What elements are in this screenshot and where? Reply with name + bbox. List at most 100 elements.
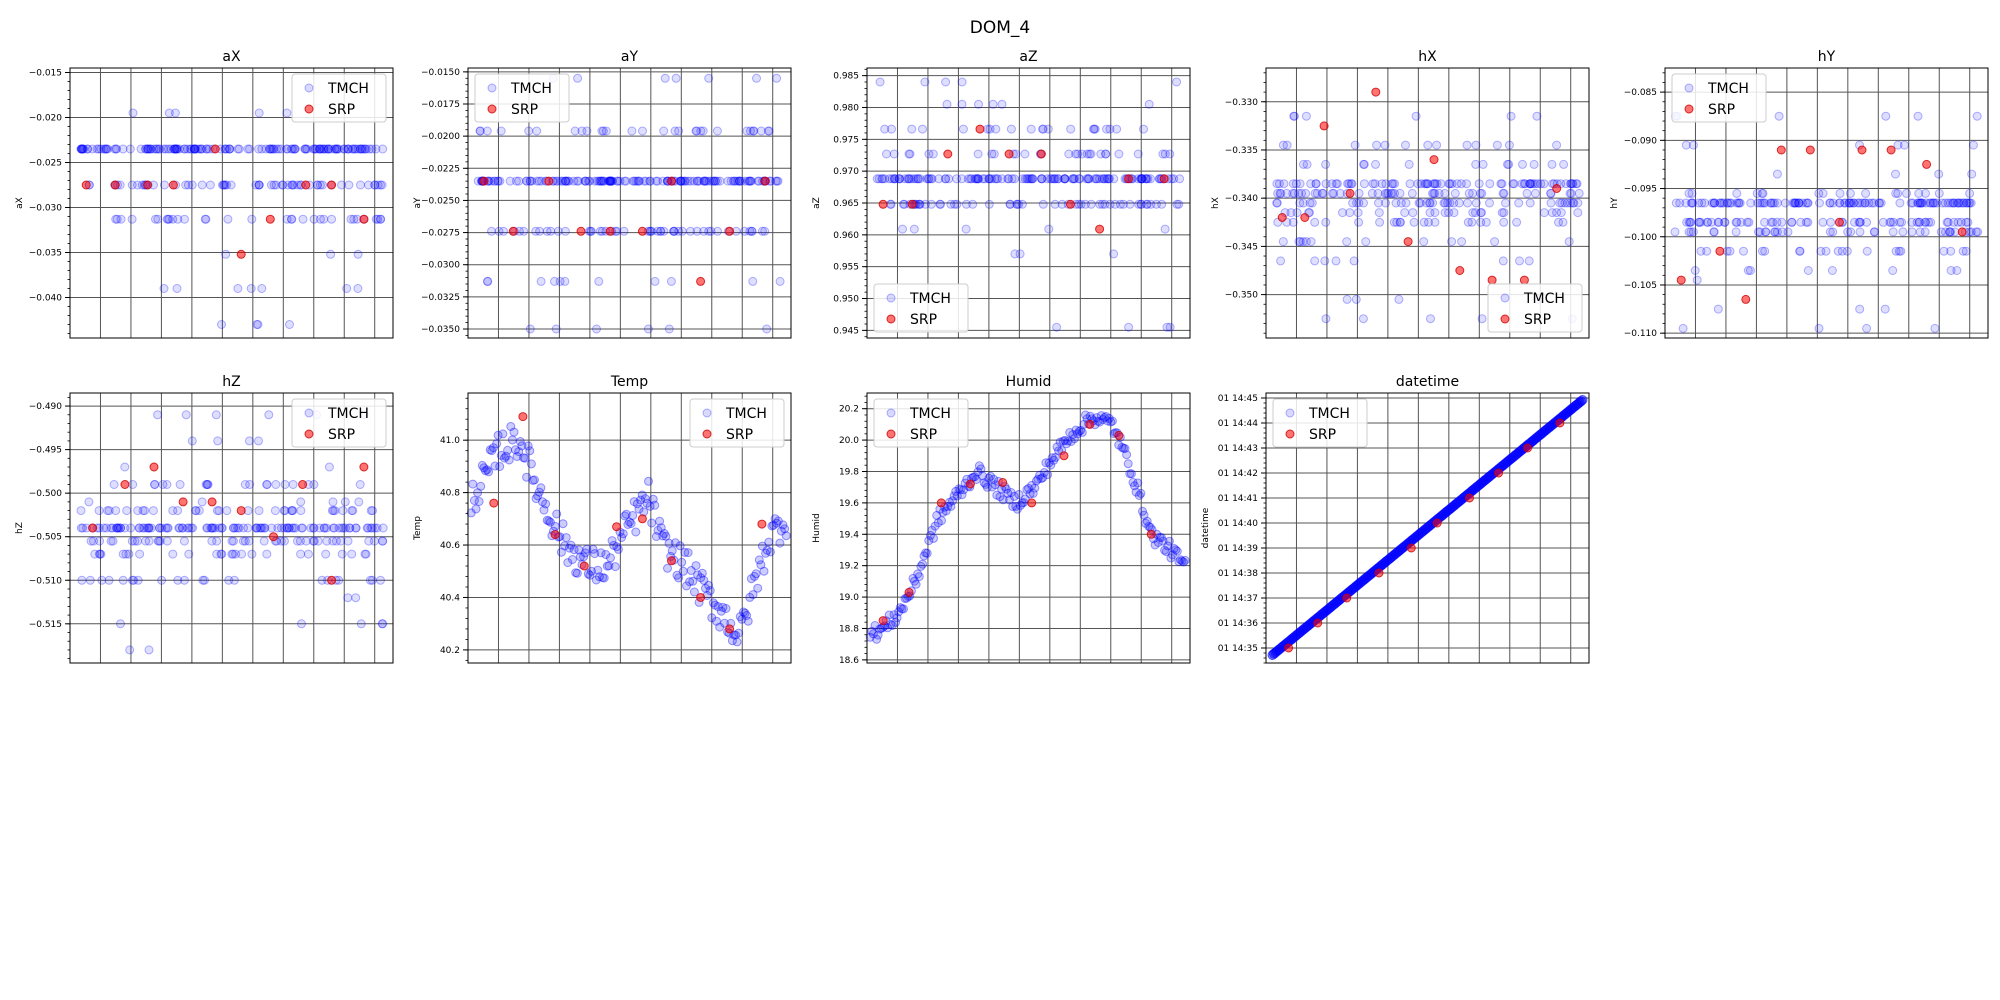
tmch-point: [530, 475, 539, 485]
tmch-point: [736, 176, 746, 186]
tmch-point: [159, 284, 169, 293]
tmch-point: [92, 144, 102, 154]
tmch-point: [272, 144, 281, 154]
tmch-point: [1086, 149, 1096, 159]
tmch-point: [351, 144, 361, 154]
tmch-point: [525, 176, 535, 186]
tmch-point: [561, 176, 571, 186]
legend-label-srp: SRP: [328, 102, 355, 118]
tmch-point: [251, 180, 261, 190]
tmch-point: [244, 536, 254, 546]
y-tick-label: 18.6: [839, 656, 859, 666]
y-tick-label: −0.490: [29, 402, 63, 412]
tmch-point: [257, 284, 267, 293]
tmch-point: [692, 176, 702, 186]
tmch-point: [1351, 294, 1361, 304]
tmch-point: [282, 144, 292, 154]
tmch-point: [1803, 266, 1813, 275]
tmch-point: [1306, 179, 1316, 189]
tmch-point: [1172, 77, 1182, 87]
tmch-point: [496, 126, 506, 136]
tmch-point: [1547, 208, 1557, 218]
tmch-point: [183, 180, 193, 190]
tmch-point: [84, 497, 94, 507]
srp-point: [1284, 643, 1294, 653]
srp-point: [637, 514, 647, 524]
tmch-point: [1026, 124, 1036, 134]
tmch-point: [1282, 140, 1292, 150]
tmch-point: [337, 523, 347, 533]
tmch-point: [1037, 174, 1047, 184]
tmch-point: [747, 226, 757, 236]
tmch-point: [1675, 198, 1685, 208]
tmch-point: [1850, 217, 1859, 227]
tmch-point: [705, 586, 715, 596]
tmch-point: [1862, 246, 1872, 256]
y-axis-label: hY: [1610, 197, 1620, 209]
tmch-point: [1278, 237, 1288, 247]
tmch-point: [170, 144, 180, 154]
tmch-point: [163, 214, 173, 224]
y-tick-label: −0.345: [1225, 242, 1258, 252]
tmch-point: [1546, 198, 1556, 208]
tmch-point: [659, 226, 669, 236]
tmch-point: [201, 214, 211, 224]
tmch-point: [889, 149, 899, 159]
srp-point: [1676, 275, 1686, 285]
tmch-point: [1939, 246, 1949, 256]
tmch-point: [764, 126, 774, 136]
tmch-point: [314, 144, 324, 154]
tmch-point: [984, 199, 994, 209]
tmch-point: [702, 176, 711, 186]
tmch-point: [288, 144, 298, 154]
tmch-point: [504, 455, 514, 465]
tmch-point: [627, 126, 637, 136]
tmch-point: [645, 176, 655, 186]
tmch-point: [723, 176, 733, 186]
tmch-point: [475, 126, 485, 136]
tmch-point: [742, 126, 752, 136]
tmch-point: [613, 176, 623, 186]
tmch-point: [658, 176, 668, 186]
tmch-point: [1354, 188, 1364, 198]
tmch-point: [759, 566, 769, 576]
legend-marker-srp: [702, 429, 712, 439]
tmch-point: [734, 176, 744, 186]
legend-label-tmch: TMCH: [327, 81, 369, 97]
tmch-point: [264, 410, 274, 420]
tmch-point: [1349, 256, 1359, 266]
tmch-point: [1557, 198, 1567, 208]
tmch-point: [282, 144, 292, 154]
series-srp: [81, 144, 369, 259]
tmch-point: [678, 176, 688, 186]
tmch-point: [1004, 174, 1014, 184]
tmch-point: [96, 144, 106, 154]
tmch-point: [680, 176, 690, 186]
tmch-point: [229, 575, 239, 585]
tmch-point: [906, 174, 916, 184]
tmch-point: [289, 144, 299, 154]
tmch-point: [471, 504, 481, 514]
y-tick-label: 19.0: [839, 593, 859, 603]
tmch-point: [1777, 217, 1787, 227]
tmch-point: [288, 480, 298, 489]
tmch-point: [922, 548, 932, 558]
srp-point: [637, 226, 647, 236]
tmch-point: [1123, 459, 1133, 469]
tmch-point: [1498, 188, 1508, 198]
tmch-point: [561, 176, 571, 186]
tmch-point: [99, 144, 109, 154]
tmch-point: [1552, 140, 1562, 150]
y-tick-label: 20.2: [839, 405, 859, 415]
y-tick-label: −0.095: [1624, 185, 1657, 195]
tmch-point: [296, 506, 306, 516]
tmch-point: [347, 506, 357, 516]
srp-point: [904, 587, 914, 597]
tmch-point: [1568, 198, 1578, 208]
legend-marker-srp: [1500, 314, 1510, 324]
tmch-point: [1084, 174, 1094, 184]
tmch-point: [1968, 140, 1978, 150]
y-tick-label: 01 14:40: [1218, 519, 1259, 529]
tmch-point: [1342, 294, 1352, 304]
tmch-point: [1371, 159, 1380, 169]
